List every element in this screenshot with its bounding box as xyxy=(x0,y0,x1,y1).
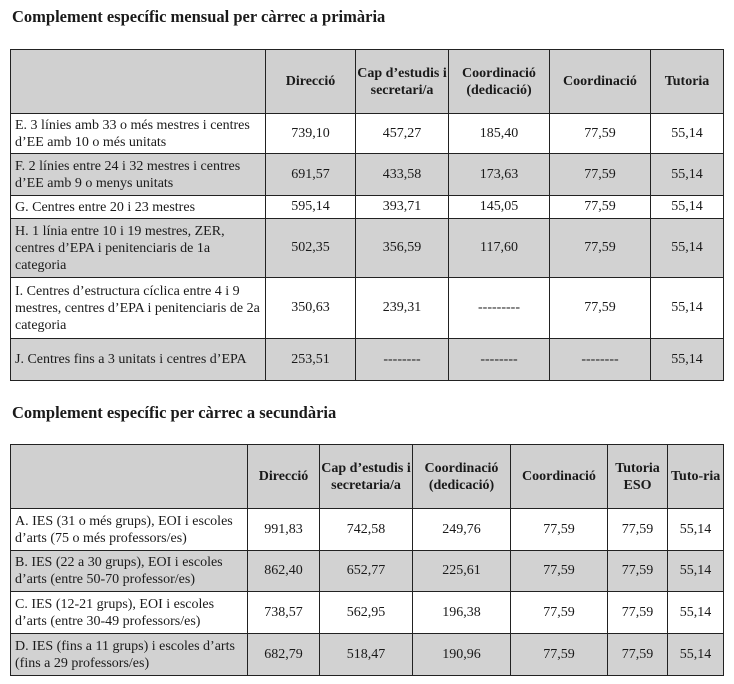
table-row: B. IES (22 a 30 grups), EOI i escoles d’… xyxy=(10,550,724,592)
cell-coordinacio-dedicacio: 145,05 xyxy=(448,195,550,219)
cell-cap-estudis: 742,58 xyxy=(319,508,413,551)
secundaria-header-direccio: Direcció xyxy=(247,444,320,509)
cell-coordinacio: 77,59 xyxy=(549,218,651,278)
cell-tutoria: 55,14 xyxy=(667,550,724,592)
cell-coordinacio: 77,59 xyxy=(549,277,651,339)
cell-direccio: 739,10 xyxy=(265,113,356,154)
table-row: J. Centres fins a 3 unitats i centres d’… xyxy=(10,338,724,381)
cell-direccio: 991,83 xyxy=(247,508,320,551)
cell-coordinacio: 77,59 xyxy=(510,633,608,676)
cell-coordinacio-dedicacio: 185,40 xyxy=(448,113,550,154)
cell-cap-estudis: 562,95 xyxy=(319,591,413,634)
row-label: H. 1 línia entre 10 i 19 mestres, ZER, c… xyxy=(10,218,266,278)
cell-cap-estudis: 356,59 xyxy=(355,218,449,278)
cell-direccio: 595,14 xyxy=(265,195,356,219)
table-row: G. Centres entre 20 i 23 mestres 595,14 … xyxy=(10,195,724,219)
cell-tutoria-eso: 77,59 xyxy=(607,550,668,592)
primaria-header-coordinacio-dedicacio: Coordinació (dedicació) xyxy=(448,49,550,114)
cell-coordinacio-dedicacio: 196,38 xyxy=(412,591,511,634)
cell-tutoria: 55,14 xyxy=(650,277,724,339)
cell-coordinacio: -------- xyxy=(549,338,651,381)
cell-coordinacio: 77,59 xyxy=(510,508,608,551)
table-row: F. 2 línies entre 24 i 32 mestres i cent… xyxy=(10,153,724,196)
cell-tutoria: 55,14 xyxy=(667,508,724,551)
row-label: D. IES (fins a 11 grups) i escoles d’art… xyxy=(10,633,248,676)
cell-coordinacio-dedicacio: --------- xyxy=(448,277,550,339)
secundaria-table: Direcció Cap d’estudis i secretaria/a Co… xyxy=(10,444,724,676)
row-label: G. Centres entre 20 i 23 mestres xyxy=(10,195,266,219)
primaria-header-direccio: Direcció xyxy=(265,49,356,114)
cell-tutoria: 55,14 xyxy=(650,113,724,154)
row-label: F. 2 línies entre 24 i 32 mestres i cent… xyxy=(10,153,266,196)
cell-tutoria: 55,14 xyxy=(667,591,724,634)
cell-direccio: 862,40 xyxy=(247,550,320,592)
table-row: I. Centres d’estructura cíclica entre 4 … xyxy=(10,277,724,339)
cell-direccio: 502,35 xyxy=(265,218,356,278)
cell-cap-estudis: -------- xyxy=(355,338,449,381)
row-label: J. Centres fins a 3 unitats i centres d’… xyxy=(10,338,266,381)
cell-coordinacio: 77,59 xyxy=(549,195,651,219)
row-label: I. Centres d’estructura cíclica entre 4 … xyxy=(10,277,266,339)
cell-coordinacio-dedicacio: 190,96 xyxy=(412,633,511,676)
secundaria-header-coordinacio-dedicacio: Coordinació (dedicació) xyxy=(412,444,511,509)
cell-direccio: 691,57 xyxy=(265,153,356,196)
cell-coordinacio: 77,59 xyxy=(549,153,651,196)
cell-cap-estudis: 652,77 xyxy=(319,550,413,592)
cell-coordinacio: 77,59 xyxy=(549,113,651,154)
primaria-header-tutoria: Tutoria xyxy=(650,49,724,114)
row-label: E. 3 línies amb 33 o més mestres i centr… xyxy=(10,113,266,154)
cell-cap-estudis: 457,27 xyxy=(355,113,449,154)
primaria-header-label xyxy=(10,49,266,114)
secundaria-header-label xyxy=(10,444,248,509)
cell-direccio: 682,79 xyxy=(247,633,320,676)
row-label: A. IES (31 o més grups), EOI i escoles d… xyxy=(10,508,248,551)
secundaria-header-tutoria-eso: Tutoria ESO xyxy=(607,444,668,509)
secundaria-header-tutoria: Tuto-ria xyxy=(667,444,724,509)
row-label: B. IES (22 a 30 grups), EOI i escoles d’… xyxy=(10,550,248,592)
table-row: D. IES (fins a 11 grups) i escoles d’art… xyxy=(10,633,724,676)
cell-tutoria-eso: 77,59 xyxy=(607,508,668,551)
secundaria-table-title: Complement específic per càrrec a secund… xyxy=(12,403,337,422)
primaria-header-coordinacio: Coordinació xyxy=(549,49,651,114)
primaria-table: Direcció Cap d’estudis i secretari/a Coo… xyxy=(10,49,724,381)
cell-tutoria-eso: 77,59 xyxy=(607,633,668,676)
cell-coordinacio: 77,59 xyxy=(510,550,608,592)
cell-coordinacio-dedicacio: -------- xyxy=(448,338,550,381)
cell-tutoria: 55,14 xyxy=(650,195,724,219)
table-row: E. 3 línies amb 33 o més mestres i centr… xyxy=(10,113,724,154)
cell-direccio: 738,57 xyxy=(247,591,320,634)
table-row: C. IES (12-21 grups), EOI i escoles d’ar… xyxy=(10,591,724,634)
cell-coordinacio-dedicacio: 173,63 xyxy=(448,153,550,196)
table-row: H. 1 línia entre 10 i 19 mestres, ZER, c… xyxy=(10,218,724,278)
table-row: A. IES (31 o més grups), EOI i escoles d… xyxy=(10,508,724,551)
secundaria-header-coordinacio: Coordinació xyxy=(510,444,608,509)
cell-cap-estudis: 393,71 xyxy=(355,195,449,219)
row-label: C. IES (12-21 grups), EOI i escoles d’ar… xyxy=(10,591,248,634)
primaria-header-cap-estudis: Cap d’estudis i secretari/a xyxy=(355,49,449,114)
cell-tutoria: 55,14 xyxy=(650,153,724,196)
cell-direccio: 350,63 xyxy=(265,277,356,339)
cell-cap-estudis: 518,47 xyxy=(319,633,413,676)
cell-tutoria: 55,14 xyxy=(650,218,724,278)
cell-coordinacio-dedicacio: 249,76 xyxy=(412,508,511,551)
primaria-header-row: Direcció Cap d’estudis i secretari/a Coo… xyxy=(10,49,724,114)
cell-coordinacio-dedicacio: 225,61 xyxy=(412,550,511,592)
cell-coordinacio: 77,59 xyxy=(510,591,608,634)
cell-cap-estudis: 239,31 xyxy=(355,277,449,339)
cell-tutoria: 55,14 xyxy=(650,338,724,381)
cell-coordinacio-dedicacio: 117,60 xyxy=(448,218,550,278)
primaria-table-title: Complement específic mensual per càrrec … xyxy=(12,7,386,26)
cell-direccio: 253,51 xyxy=(265,338,356,381)
secundaria-header-cap-estudis: Cap d’estudis i secretaria/a xyxy=(319,444,413,509)
secundaria-header-row: Direcció Cap d’estudis i secretaria/a Co… xyxy=(10,444,724,509)
cell-tutoria: 55,14 xyxy=(667,633,724,676)
cell-tutoria-eso: 77,59 xyxy=(607,591,668,634)
cell-cap-estudis: 433,58 xyxy=(355,153,449,196)
